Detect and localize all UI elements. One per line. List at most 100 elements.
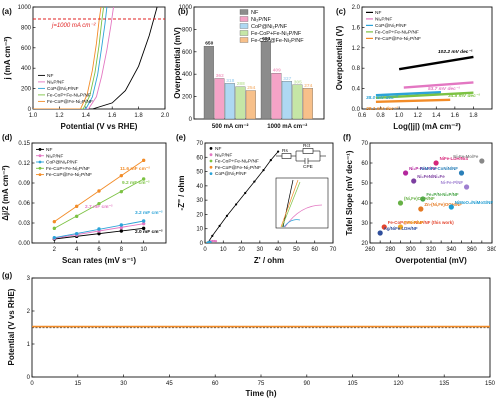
d-xtick-label: 6 [97,247,101,253]
panel-d-ylabel: Δj/2 (mA cm⁻²) [1,165,10,221]
panel-b-bar-value: 650 [205,41,213,47]
panel-a-series-line [33,7,102,109]
f-ytick-label: 70 [361,141,368,147]
panel-d-xticks: 2 4 6 8 10 [53,240,148,253]
panel-e-legend: NFNi₂P/NFFe-CoP+Fe-Ni₂P/NFFe-CoP@Fe-Ni₂P… [209,146,261,177]
panel-d-legend-marker [38,166,42,170]
circuit-label-rct: Rct [303,143,311,149]
a-xtick-label: 1.4 [82,113,91,119]
panel-e-point [234,203,238,206]
panel-a-frame [32,6,166,110]
panel-b-legend-swatch [239,23,249,29]
b-ytick-label: 400 [182,72,193,78]
g-xtick-label: 60 [212,381,219,387]
a-ytick-label: 600 [21,46,32,52]
panel-b-bar [245,90,256,120]
panel-e-letter: (e) [176,133,186,142]
g-xtick-label: 45 [166,381,173,387]
panel-a-yticks: 0 200 400 600 800 1000 [18,5,36,113]
panel-a-series-line [33,7,114,109]
panel-g-xticks: 0 15 30 45 60 75 90 105 120 135 150 [30,374,496,387]
e-xtick-label: 60 [311,247,318,253]
panel-c-series: 102.2 mV dec⁻¹ 53.7 mV dec⁻¹ 38.0 mV dec⁻¹… [365,49,480,112]
d-ytick-label: 0.06 [18,201,30,207]
c-xtick-label: 1.2 [414,113,423,119]
panel-e-point [277,150,280,153]
panel-d-point [141,219,146,223]
g-xtick-label: 75 [258,381,265,387]
panel-b-bar [271,73,282,120]
panel-c-frame [361,6,493,110]
panel-d-point [141,226,146,231]
panel-e-legend-label: Ni₂P/NF [215,152,232,158]
panel-d-point [74,214,79,219]
panel-b-bar-value: 362 [216,73,224,79]
a-ytick-label: 1000 [18,5,32,11]
e-ytick-label: 70 [196,141,203,147]
panel-f-point [458,170,465,176]
panel-b-yticks: 0 200 400 600 800 1000 [179,5,197,123]
panel-b-bar [214,78,225,120]
panel-f-point [463,184,470,190]
g-ytick-label: 1 [27,342,31,348]
e-xtick-label: 50 [293,247,300,253]
panel-c-fit-line [375,91,474,99]
panel-f-point-label: Fe-CoP@Fe-Ni₂P/NF (this work) [388,220,455,225]
a-xtick-label: 1.8 [134,113,143,119]
inset-green-line [281,181,301,228]
a-xtick-label: 1.0 [29,113,38,119]
panel-f-xlabel: Overpotential (mV) [395,256,467,265]
panel-f-point-label: Fe₂P/N-Ni₂P/NF [426,192,459,197]
panel-e-point [209,240,212,243]
d-ytick-label: 0.12 [18,161,30,167]
panel-g-ylabel: Potential (V vs RHE) [7,288,16,365]
panel-a-legend-label: Fe-CoP+Fe-Ni₂P/NF [47,93,91,99]
panel-e-point [269,159,272,162]
panel-d-legend-marker [38,154,42,158]
panel-b-bar [292,84,303,120]
c-ytick-label: 2.0 [352,5,361,11]
c-ytick-label: 0.8 [352,66,361,72]
panel-e-series [205,150,280,243]
f-ytick-label: 20 [361,241,368,247]
b-ytick-label: 200 [182,95,193,101]
panel-e-legend-marker [209,159,213,163]
panel-e-point [218,224,221,227]
panel-f-point-label: Ni-Fe-P/NF [441,180,464,185]
panel-b-legend-label: CoP@Ni₂P/NF [251,24,288,30]
panel-c: (c) 0.6 0.8 1.0 1.2 1.4 1.6 1.8 0.0 0.4 0.8 1.2 1.… [335,5,493,131]
e-xtick-label: 10 [220,247,227,253]
panel-d-letter: (d) [2,133,13,142]
panel-f-point [411,178,417,184]
panel-f-point [397,224,404,230]
panel-f-ylabel: Tafel Slope (mV dec⁻¹) [345,150,354,235]
panel-a-threshold-label: j=1000 mA cm⁻² [51,23,96,29]
e-ytick-label: 30 [196,198,203,204]
d-xtick-label: 8 [120,247,124,253]
panel-e-point [213,239,216,243]
c-ytick-label: 0.0 [352,107,361,113]
panel-d-point [97,231,101,236]
panel-d-point [119,189,124,194]
panel-e-point [262,169,265,172]
panel-b-bar [203,46,214,120]
f-xtick-label: 380 [487,247,496,253]
panel-b-legend-swatch [239,16,249,22]
b-ytick-label: 800 [182,27,193,33]
panel-e-series-line [207,151,279,243]
panel-c-fit-line [375,98,451,104]
panel-a-series-line [33,7,105,109]
panel-d-point [119,223,124,227]
a-ytick-label: 400 [21,66,32,72]
d-ytick-label: 0.03 [18,221,30,227]
panel-d-point [74,231,79,236]
panel-c-fit-line [403,81,474,89]
panel-d-cdl-label: 3.2 mF cm⁻² [135,210,163,216]
a-ytick-label: 800 [21,25,32,31]
g-ytick-label: 2 [27,309,31,315]
panel-d-point [74,204,79,209]
panel-f-point [377,230,383,236]
a-xtick-label: 1.6 [108,113,117,119]
